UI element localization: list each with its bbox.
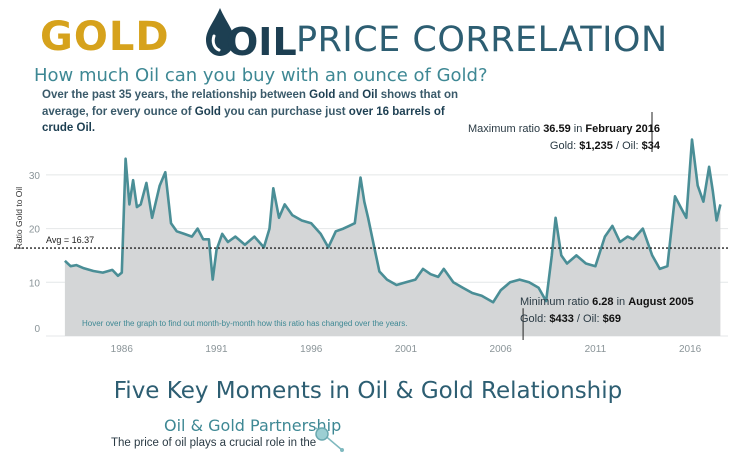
y-axis-ticks: 0 10 20 30 [29,171,41,335]
min-in: in [613,296,629,308]
moment-card-title: Oil & Gold Partnership [164,416,342,435]
intro-part-1: Over the past 35 years, the relationship… [42,89,310,101]
x-tick-label: 1991 [205,344,228,355]
intro-gold-1: Gold [309,89,336,101]
intro-gold-2: Gold [194,105,221,118]
max-oil: $34 [641,140,661,152]
intro-part-3: shows that on average, for every ounce o… [42,89,459,118]
x-tick-label: 1986 [111,344,134,355]
oil-logo-text: OIL [226,20,297,64]
oil-logo: OIL [200,6,297,64]
y-tick-label: 0 [34,324,40,335]
min-annotation-line-2: Gold: $433 / Oil: $69 [520,311,694,328]
min-oil: $69 [602,313,621,325]
min-gold: $433 [549,313,574,325]
min-annotation-line-1: Minimum ratio 6.28 in August 2005 [520,294,694,311]
min-prefix: Minimum ratio [520,296,593,308]
max-prefix: Maximum ratio [468,123,544,135]
max-annotation-line-2: Gold: $1,235 / Oil: $34 [468,138,660,155]
intro-oil-1: Oil [362,89,378,101]
max-sep: / Oil: [612,140,642,152]
average-label: Avg = 16.37 [46,235,94,245]
x-tick-label: 2011 [585,344,607,355]
ratio-area[interactable] [64,139,721,337]
x-axis-ticks: 1986 1991 1996 2001 2006 2011 2016 [111,344,702,355]
max-annotation-line-1: Maximum ratio 36.59 in February 2016 [468,121,660,138]
max-gold: $1,235 [579,140,613,152]
section-title: Five Key Moments in Oil & Gold Relations… [113,378,623,404]
max-gold-label: Gold: [549,140,580,152]
y-tick-label: 10 [29,278,41,289]
page-title: PRICE CORRELATION [296,20,668,60]
intro-text: Over the past 35 years, the relationship… [42,87,462,137]
max-annotation: Maximum ratio 36.59 in February 2016 Gol… [468,121,660,155]
intro-emphasis: over 16 barrels of crude Oil. [42,105,445,135]
x-tick-label: 2006 [490,344,513,355]
max-value: 36.59 [543,123,571,135]
x-tick-label: 1996 [300,344,323,355]
min-value: 6.28 [592,296,614,308]
min-gold-label: Gold: [520,313,550,325]
ratio-line[interactable] [64,138,722,304]
min-sep: / Oil: [573,313,603,325]
max-date: February 2016 [585,123,661,135]
y-tick-label: 30 [29,171,41,182]
gold-logo: GOLD [40,14,170,60]
moment-card-text: The price of oil plays a crucial role in… [111,437,317,449]
x-tick-label: 2016 [679,344,702,355]
intro-part-2: and [335,89,363,101]
timeline-pin-icon[interactable] [314,426,350,454]
max-in: in [570,123,586,135]
min-annotation: Minimum ratio 6.28 in August 2005 Gold: … [520,294,694,328]
y-axis-label: Ratio Gold to Oil [14,187,24,249]
y-tick-label: 20 [29,225,41,236]
intro-part-4: you can purchase just [220,105,349,118]
hover-instruction: Hover over the graph to find out month-b… [82,319,408,328]
oil-drop-icon [206,8,234,56]
page-subtitle: How much Oil can you buy with an ounce o… [34,65,488,86]
min-date: August 2005 [628,296,694,308]
ratio-chart[interactable]: Avg = 16.37 Ratio Gold to Oil 0 10 20 30 19… [0,0,736,360]
x-tick-label: 2001 [395,344,418,355]
